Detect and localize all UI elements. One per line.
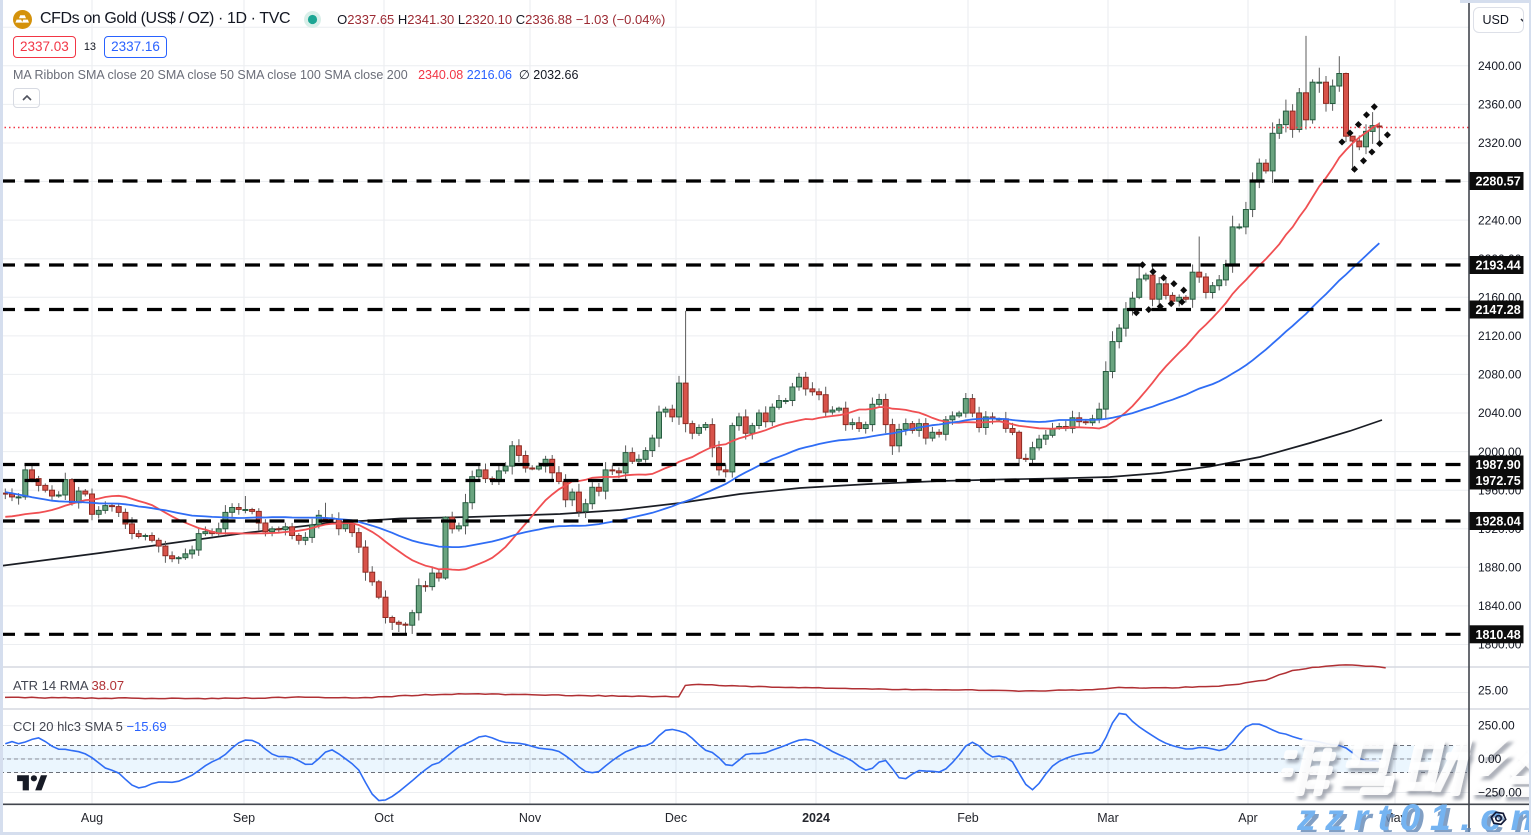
svg-text:250.00: 250.00 [1478,719,1515,733]
svg-text:2147.28: 2147.28 [1476,303,1521,317]
svg-text:1972.75: 1972.75 [1476,474,1521,488]
svg-text:Feb: Feb [957,811,979,825]
svg-text:2320.00: 2320.00 [1478,136,1522,150]
svg-text:Nov: Nov [519,811,542,825]
svg-text:zzrt01.cn: zzrt01.cn [1296,796,1531,835]
svg-text:1880.00: 1880.00 [1478,561,1522,575]
svg-text:2360.00: 2360.00 [1478,98,1522,112]
svg-text:Dec: Dec [665,811,687,825]
svg-text:−250.00: −250.00 [1478,786,1522,800]
svg-text:0.00: 0.00 [1478,752,1502,766]
svg-text:2120.00: 2120.00 [1478,329,1522,343]
svg-text:2080.00: 2080.00 [1478,368,1522,382]
svg-text:1810.48: 1810.48 [1476,628,1521,642]
svg-text:1987.90: 1987.90 [1476,458,1521,472]
svg-text:Sep: Sep [233,811,255,825]
svg-text:2240.00: 2240.00 [1478,213,1522,227]
svg-text:2024: 2024 [802,811,830,825]
svg-text:2400.00: 2400.00 [1478,59,1522,73]
svg-text:2000.00: 2000.00 [1478,445,1522,459]
svg-text:2280.57: 2280.57 [1476,175,1521,189]
svg-text:1928.04: 1928.04 [1476,515,1521,529]
svg-text:Aug: Aug [81,811,103,825]
svg-text:2193.44: 2193.44 [1476,259,1521,273]
svg-text:Oct: Oct [374,811,394,825]
svg-text:2040.00: 2040.00 [1478,406,1522,420]
svg-text:Mar: Mar [1097,811,1119,825]
svg-text:Apr: Apr [1238,811,1257,825]
svg-text:25.00: 25.00 [1478,684,1508,698]
svg-text:May: May [1383,811,1407,825]
svg-text:1840.00: 1840.00 [1478,599,1522,613]
